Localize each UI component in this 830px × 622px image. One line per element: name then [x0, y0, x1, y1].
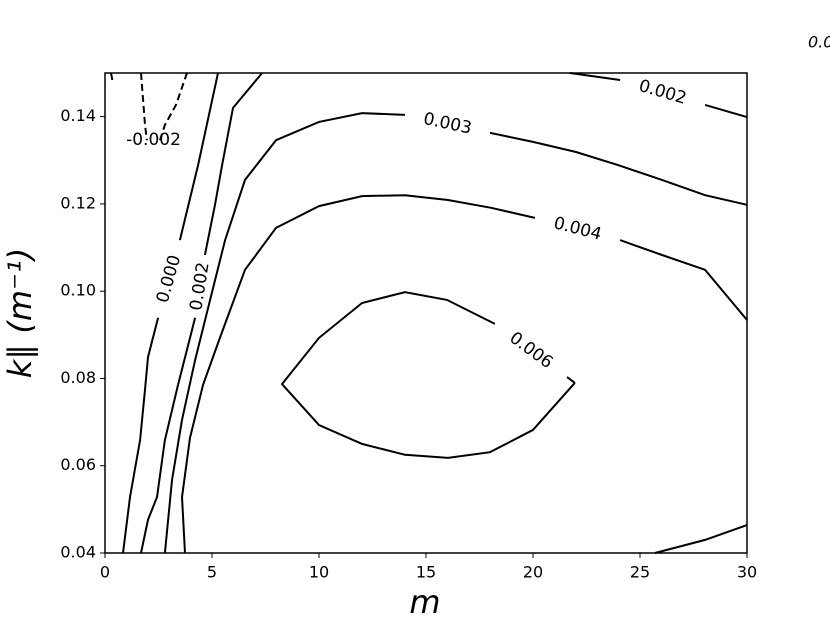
contour-line [110, 72, 114, 84]
x-axis-label: m [409, 583, 440, 621]
x-tick-label: 10 [309, 563, 329, 582]
contour-label: 0.004 [551, 213, 603, 245]
x-tick-label: 25 [630, 563, 650, 582]
x-tick-label: 0 [100, 563, 110, 582]
plot-frame [104, 72, 748, 554]
contour-label: -0.002 [126, 130, 181, 150]
x-tick-label: 15 [416, 563, 436, 582]
y-tick-label: 0.12 [60, 193, 96, 212]
contour-label: 0.002 [636, 76, 688, 109]
contour-line [180, 194, 748, 554]
y-axis-label: k∥ (m⁻¹) [1, 248, 39, 379]
contour-label: 0.003 [422, 109, 474, 139]
y-tick-label: 0.14 [60, 106, 96, 125]
contour-line [654, 524, 748, 554]
y-tick-label: 0.10 [60, 281, 96, 300]
contour-line [140, 72, 188, 141]
contour-line [163, 112, 748, 554]
x-tick-label: 5 [207, 563, 217, 582]
contour-line [280, 291, 576, 459]
y-tick-label: 0.04 [60, 543, 96, 562]
contour-label: 0.006 [505, 328, 556, 373]
y-tick-label: 0.08 [60, 368, 96, 387]
contour-line [122, 72, 219, 554]
contour-line [569, 72, 748, 119]
y-tick-label: 0.06 [60, 455, 96, 474]
contour-label: 0.000 [153, 253, 185, 305]
annotation: 0.0 [808, 33, 830, 52]
x-tick-label: 30 [737, 563, 757, 582]
x-tick-label: 20 [523, 563, 543, 582]
contour-line [140, 72, 263, 554]
